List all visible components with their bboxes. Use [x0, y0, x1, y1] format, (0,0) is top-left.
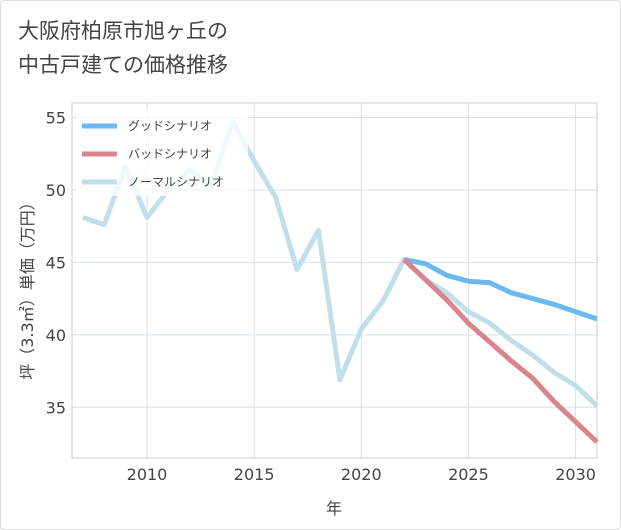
series-line-1	[402, 257, 599, 444]
chart-title-line-1: 大阪府柏原市旭ヶ丘の	[18, 19, 228, 43]
chart-title-line-2: 中古戸建ての価格推移	[18, 53, 228, 77]
x-tick-label: 2030	[555, 465, 596, 484]
x-tick-label: 2010	[127, 465, 168, 484]
plot-area	[71, 102, 598, 459]
legend-label: ノーマルシナリオ	[128, 175, 224, 189]
y-tick-label: 50	[46, 181, 66, 200]
x-tick-label: 2015	[234, 465, 275, 484]
legend-label: バッドシナリオ	[128, 147, 212, 161]
y-tick-label: 55	[46, 108, 66, 127]
y-tick-label: 45	[46, 253, 66, 272]
legend-label: グッドシナリオ	[128, 119, 212, 133]
chart-title: 大阪府柏原市旭ヶ丘の 中古戸建ての価格推移	[18, 14, 228, 82]
y-axis-title: 坪（3.3㎡）単価（万円）	[18, 194, 37, 379]
series-line-0	[403, 257, 598, 322]
y-tick-label: 40	[46, 326, 66, 345]
x-tick-label: 2025	[448, 465, 489, 484]
axis-ticks: 35 40 45 50 55 2010 2015 2020 2025 2030	[46, 108, 596, 484]
y-tick-label: 35	[46, 398, 66, 417]
x-axis-title: 年	[326, 499, 342, 518]
x-tick-label: 2020	[341, 465, 382, 484]
